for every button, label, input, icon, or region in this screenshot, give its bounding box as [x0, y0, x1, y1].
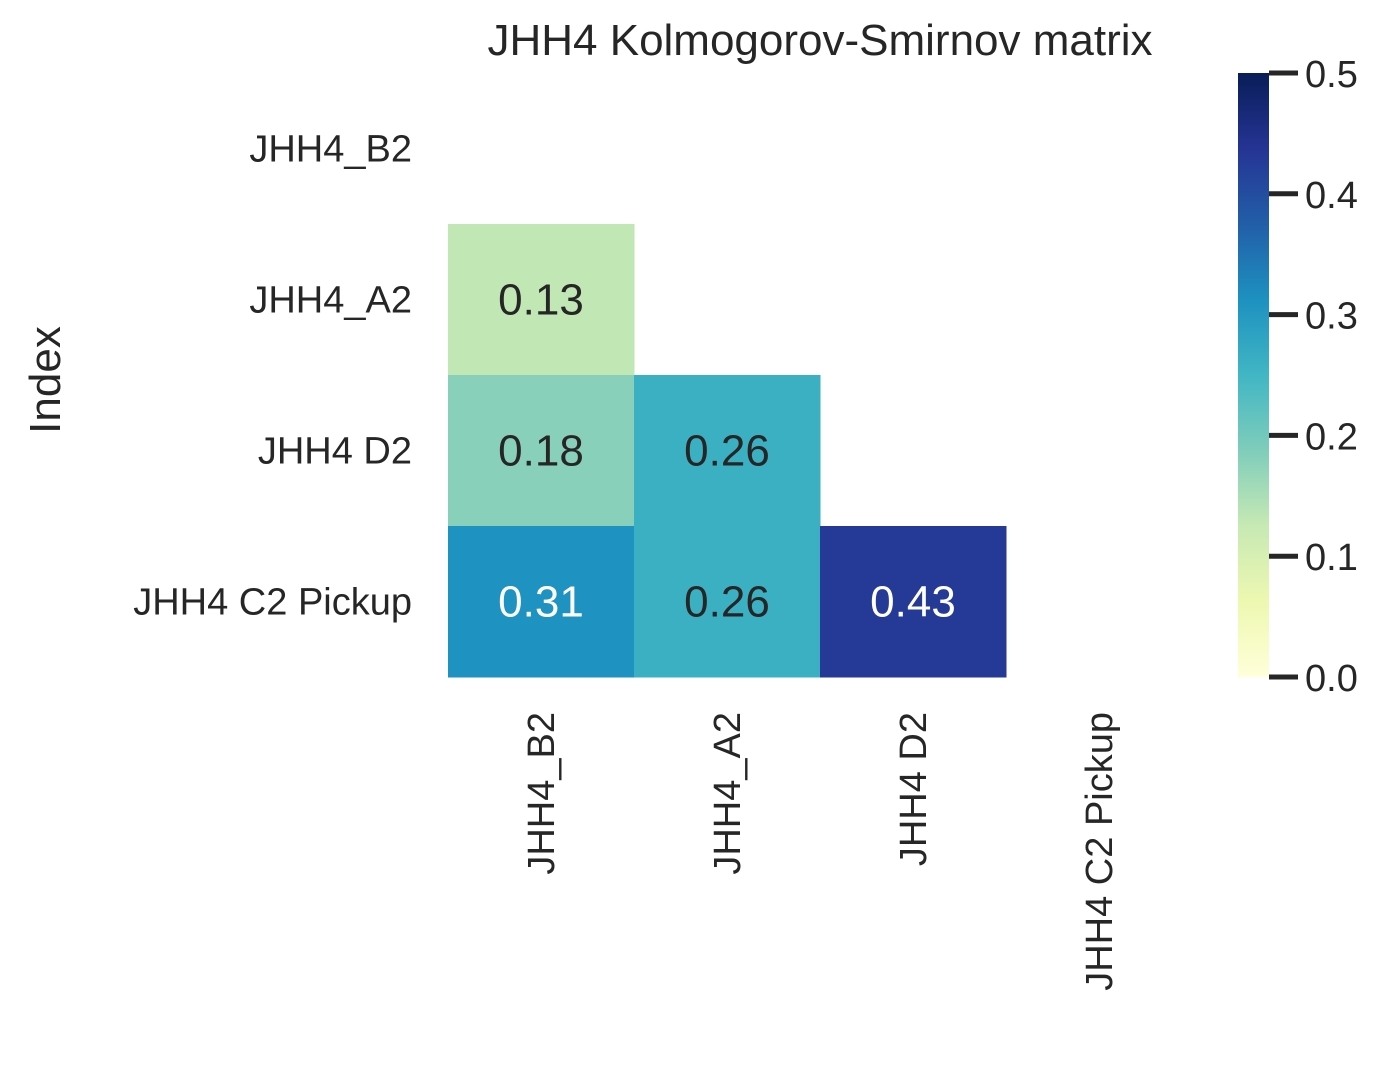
colorbar-tick-label: 0.1 — [1305, 537, 1358, 579]
heatmap-cell — [448, 224, 635, 376]
colorbar-tick-label: 0.4 — [1305, 175, 1358, 217]
cell-value-label: 0.26 — [684, 578, 770, 627]
heatmap-cell — [448, 526, 635, 678]
heatmap-cell — [448, 375, 635, 527]
cell-value-label: 0.31 — [498, 578, 584, 627]
column-tick-label: JHH4 D2 — [893, 712, 935, 866]
colorbar-ticks: 0.0 0.1 0.2 0.3 0.4 0.5 — [1269, 54, 1358, 700]
colorbar-tick-label: 0.0 — [1305, 658, 1358, 700]
cell-value-label: 0.18 — [498, 427, 584, 476]
row-tick-label: JHH4_B2 — [249, 129, 412, 171]
column-tick-label: JHH4_A2 — [707, 712, 749, 875]
cell-value-label: 0.13 — [498, 276, 584, 325]
column-labels: JHH4_B2 JHH4_A2 JHH4 D2 JHH4 C2 Pickup — [521, 712, 1121, 991]
cell-value-label: 0.43 — [870, 578, 956, 627]
cell-value-label: 0.26 — [684, 427, 770, 476]
row-tick-label: JHH4 D2 — [258, 431, 412, 473]
column-tick-label: JHH4 C2 Pickup — [1079, 712, 1121, 991]
row-labels: JHH4_B2 JHH4_A2 JHH4 D2 JHH4 C2 Pickup — [133, 129, 412, 624]
colorbar-gradient — [1238, 73, 1269, 677]
y-axis-label: Index — [21, 326, 70, 434]
heatmap-cell — [634, 375, 821, 527]
colorbar: 0.0 0.1 0.2 0.3 0.4 0.5 — [1238, 54, 1358, 700]
colorbar-tick-label: 0.2 — [1305, 416, 1358, 458]
heatmap-cell — [634, 526, 821, 678]
colorbar-tick-label: 0.5 — [1305, 54, 1358, 96]
heatmap-cells: 0.13 0.18 0.26 0.31 0.26 0.43 — [448, 224, 1007, 678]
colorbar-tick-label: 0.3 — [1305, 296, 1358, 338]
row-tick-label: JHH4 C2 Pickup — [133, 582, 412, 624]
column-tick-label: JHH4_B2 — [521, 712, 563, 875]
chart-title: JHH4 Kolmogorov-Smirnov matrix — [487, 16, 1152, 65]
heatmap-cell — [820, 526, 1007, 678]
row-tick-label: JHH4_A2 — [249, 280, 412, 322]
